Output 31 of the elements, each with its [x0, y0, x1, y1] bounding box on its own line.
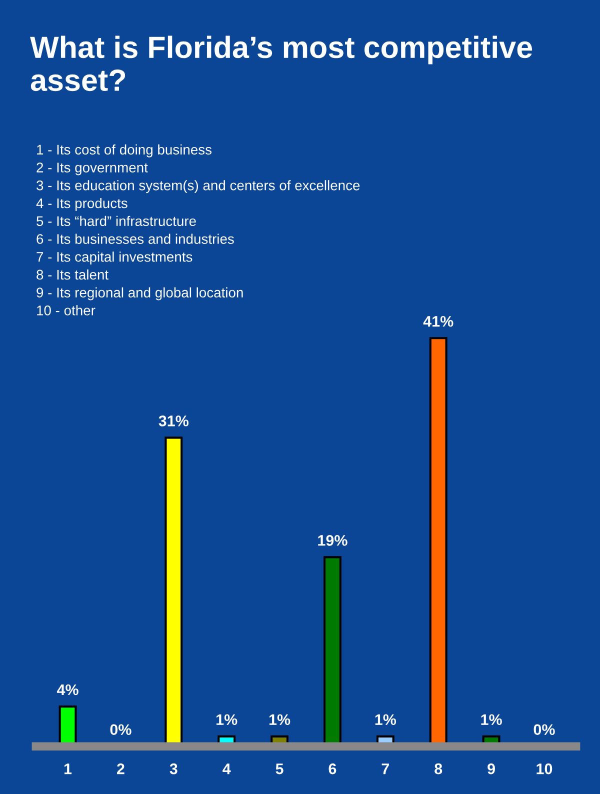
data-label: 19%	[318, 535, 348, 546]
text: 6 - Its businesses and industries	[36, 234, 234, 244]
x-tick-label: 4	[222, 764, 231, 774]
data-label: 0%	[534, 724, 555, 736]
text: 1 - Its cost of doing business	[37, 144, 212, 158]
data-label: 1%	[481, 714, 502, 726]
chart-title: What is Florida’s most competitive asset?	[30, 36, 532, 92]
data-label: 41%	[423, 316, 454, 327]
text: 9 - Its regional and global location	[36, 287, 243, 300]
data-label: 1%	[269, 714, 290, 726]
x-tick-label: 10	[536, 763, 552, 774]
x-tick-label: 8	[434, 763, 442, 774]
text: 7 - Its capital investments	[36, 252, 192, 265]
x-tick-label: 9	[488, 763, 495, 774]
text: 10 - other	[37, 305, 96, 316]
data-label: 1%	[216, 714, 238, 726]
x-tick-label: 3	[170, 763, 178, 774]
data-label: 31%	[158, 416, 189, 426]
text: 3 - Its education system(s) and centers of excellence	[36, 180, 360, 194]
data-label: 4%	[56, 684, 78, 696]
text: 8 - Its talent	[36, 269, 108, 280]
x-tick-label: 2	[116, 763, 124, 774]
data-label: 0%	[110, 724, 132, 736]
x-tick-label: 6	[328, 763, 336, 774]
x-tick-label: 5	[276, 764, 284, 774]
text: 4 - Its products	[36, 198, 128, 211]
text: 5 - Its “hard” infrastructure	[36, 216, 196, 226]
data-label: 1%	[375, 714, 396, 726]
x-tick-label: 7	[382, 764, 389, 774]
text: 2 - Its government	[36, 162, 148, 176]
x-tick-label: 1	[64, 764, 72, 774]
